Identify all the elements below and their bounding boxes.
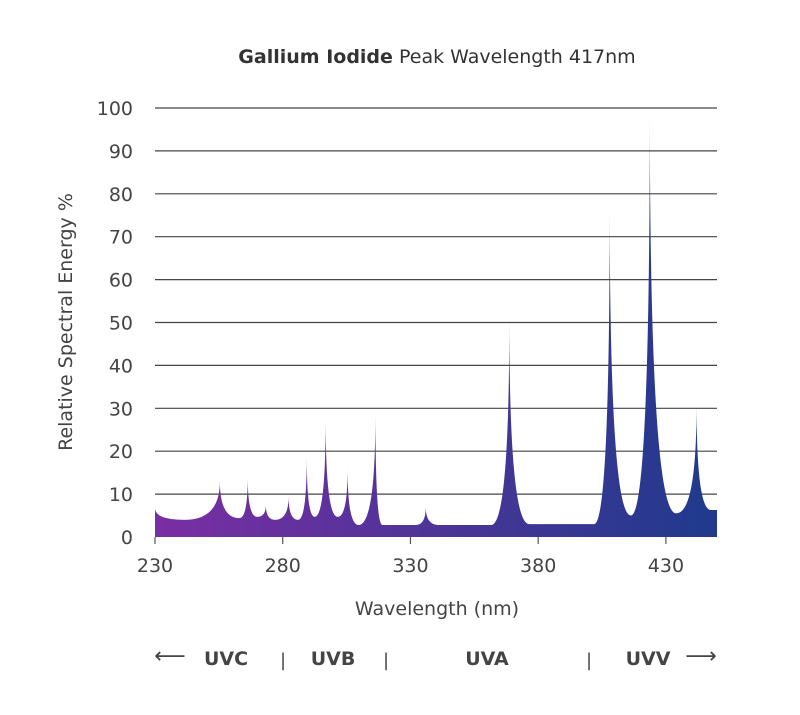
- x-tick-label: 280: [265, 555, 301, 577]
- y-tick-label: 70: [109, 227, 133, 249]
- y-tick-label: 90: [109, 141, 133, 163]
- x-tick-label: 430: [648, 555, 684, 577]
- x-tick-label: 230: [137, 555, 173, 577]
- y-tick-label: 40: [109, 355, 133, 377]
- band-uva: UVA: [465, 648, 509, 670]
- band-separator: |: [382, 650, 390, 671]
- right-arrow-icon: ⟶: [685, 644, 717, 669]
- band-uvc: UVC: [203, 648, 249, 670]
- y-tick-label: 0: [121, 527, 133, 549]
- chart-title: Gallium Iodide Peak Wavelength 417nm: [0, 46, 800, 68]
- x-tick-label: 380: [520, 555, 556, 577]
- band-separator: |: [279, 650, 287, 671]
- spectrum-area: [155, 108, 717, 537]
- y-tick-label: 50: [109, 313, 133, 335]
- y-axis-label: Relative Spectral Energy %: [55, 193, 77, 451]
- y-tick-label: 30: [109, 398, 133, 420]
- x-axis-label: Wavelength (nm): [354, 598, 520, 620]
- band-uvb: UVB: [310, 648, 356, 670]
- chart-title-rest: Peak Wavelength 417nm: [398, 46, 636, 68]
- y-tick-label: 20: [109, 441, 133, 463]
- y-tick-label: 100: [97, 98, 133, 120]
- x-tick-label: 330: [392, 555, 428, 577]
- chart-title-bold: Gallium Iodide: [238, 46, 393, 68]
- y-tick-label: 60: [109, 270, 133, 292]
- left-arrow-icon: ⟵: [154, 644, 186, 669]
- band-uvv: UVV: [625, 648, 671, 670]
- band-separator: |: [585, 650, 593, 671]
- y-tick-label: 80: [109, 184, 133, 206]
- y-tick-label: 10: [109, 484, 133, 506]
